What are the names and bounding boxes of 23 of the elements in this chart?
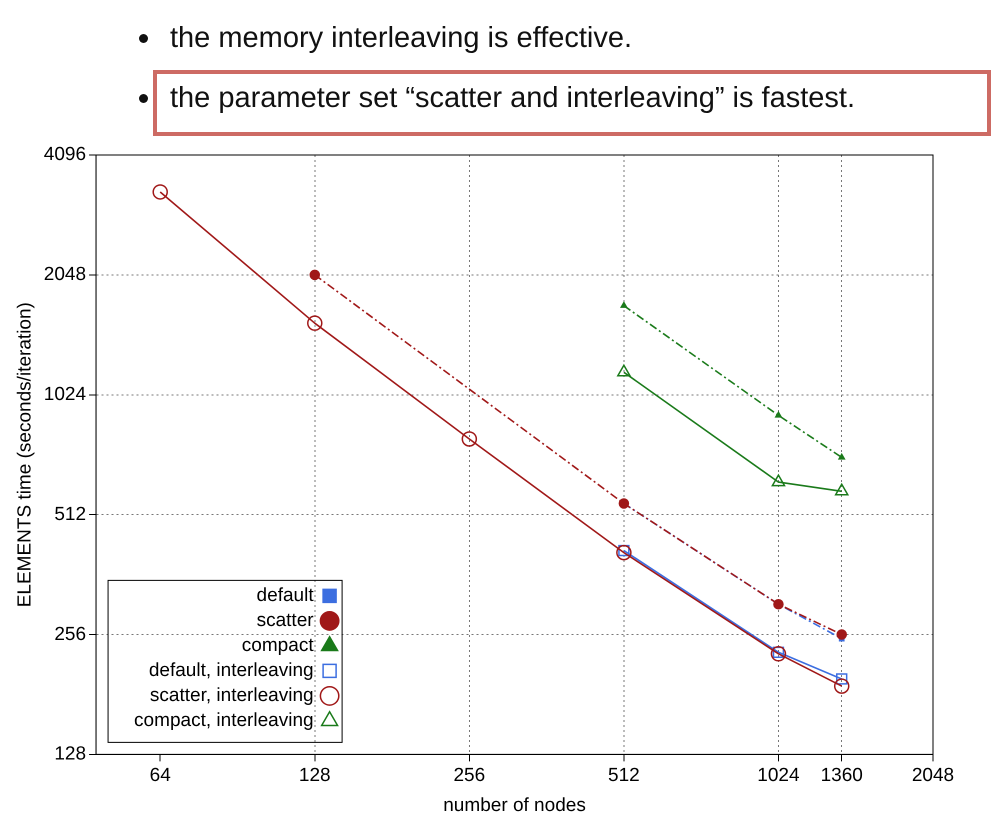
legend-label: scatter, interleaving	[150, 685, 314, 706]
x-tick-label: 1024	[757, 765, 800, 786]
legend-label: default	[256, 585, 314, 606]
text: the parameter set “scatter and interleaving” is fastest.	[170, 82, 856, 114]
text: the memory interleaving is effective.	[170, 22, 632, 54]
y-tick-label: 512	[54, 504, 86, 525]
y-axis-title: ELEMENTS time (seconds/iteration)	[14, 302, 36, 608]
x-tick-label: 512	[608, 765, 640, 786]
legend-label: scatter	[256, 610, 314, 632]
x-tick-label: 128	[298, 765, 331, 786]
x-tick-label: 64	[150, 765, 172, 786]
legend-label: compact	[242, 635, 314, 656]
legend-label: compact, interleaving	[134, 710, 314, 732]
x-axis-title: number of nodes	[443, 794, 586, 816]
y-tick-label: 2048	[44, 264, 86, 286]
y-tick-label: 128	[54, 744, 86, 765]
y-tick-label: 256	[54, 624, 86, 645]
x-tick-label: 2048	[912, 765, 954, 786]
y-tick-label: 1024	[44, 384, 86, 405]
legend-label: default, interleaving	[148, 660, 314, 682]
y-tick-label: 4096	[44, 144, 86, 166]
x-tick-label: 1360	[820, 765, 863, 786]
x-tick-label: 256	[453, 765, 486, 786]
